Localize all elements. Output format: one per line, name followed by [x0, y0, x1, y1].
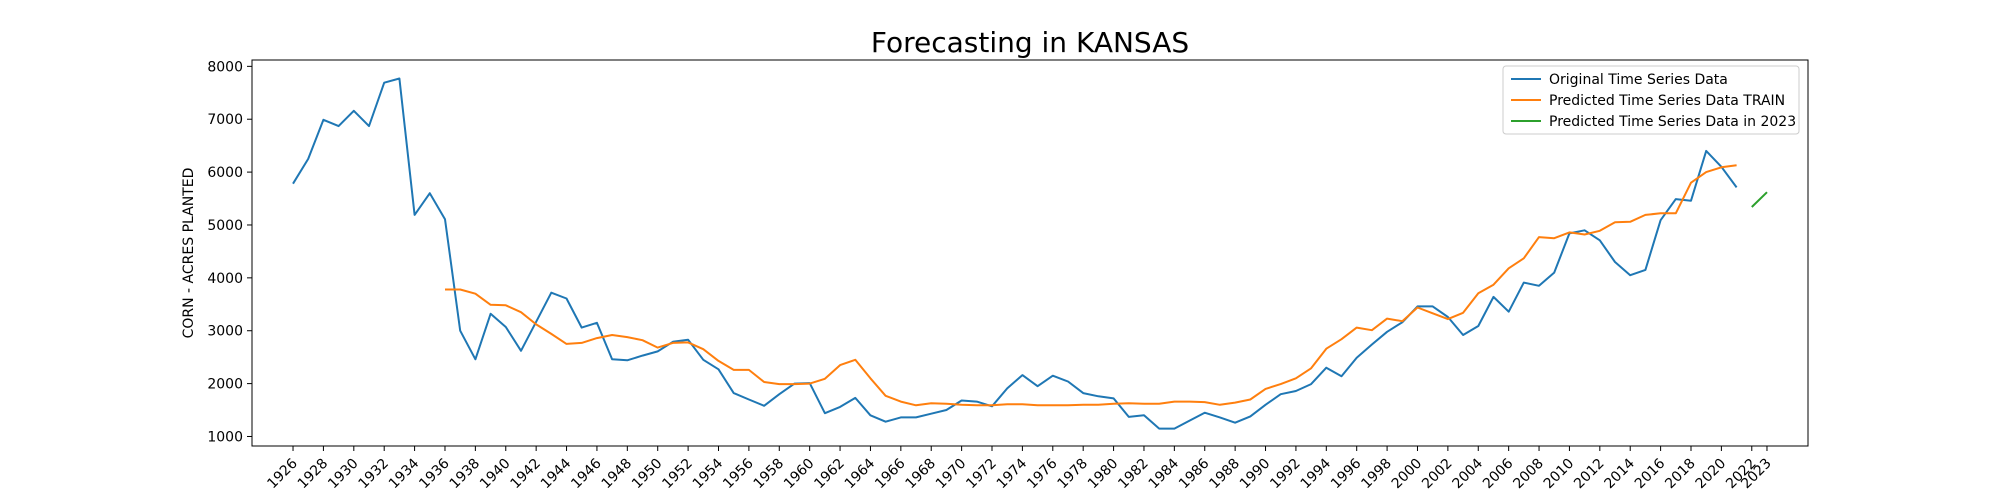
x-tick-label: 1998 [1358, 456, 1395, 493]
x-tick-label: 2016 [1632, 455, 1669, 492]
x-tick-label: 1996 [1328, 455, 1365, 492]
x-tick-label: 1986 [1176, 455, 1213, 492]
legend: Original Time Series Data Predicted Time … [1502, 65, 1800, 135]
y-tick-label: 6000 [207, 165, 243, 181]
x-tick-label: 1972 [963, 456, 1000, 493]
x-tick-label: 1962 [811, 456, 848, 493]
plot-area [251, 59, 1809, 447]
x-tick-label: 1988 [1206, 456, 1243, 493]
x-tick-label: 2020 [1693, 456, 1730, 493]
x-axis: 1926192819301932193419361938194019421944… [264, 446, 1775, 493]
x-tick-label: 1930 [325, 456, 362, 493]
x-tick-label: 1956 [720, 455, 757, 492]
x-tick-label: 1966 [872, 455, 909, 492]
legend-entry: Original Time Series Data [1549, 72, 1728, 88]
x-tick-label: 1974 [994, 455, 1031, 492]
legend-entry: Predicted Time Series Data in 2023 [1549, 114, 1796, 130]
x-tick-label: 1928 [295, 456, 332, 493]
x-tick-label: 1958 [751, 456, 788, 493]
x-tick-label: 1964 [842, 455, 879, 492]
x-tick-label: 2018 [1662, 456, 1699, 493]
x-tick-label: 2008 [1510, 456, 1547, 493]
x-tick-label: 1984 [1146, 455, 1183, 492]
y-tick-label: 8000 [207, 59, 243, 75]
x-tick-label: 1926 [264, 455, 301, 492]
x-tick-label: 1938 [447, 456, 484, 493]
series-line-2 [1751, 191, 1768, 208]
x-tick-label: 1936 [416, 455, 453, 492]
x-tick-label: 1942 [507, 456, 544, 493]
x-tick-label: 1992 [1267, 456, 1304, 493]
y-tick-label: 5000 [207, 218, 243, 234]
y-tick-label: 3000 [207, 324, 243, 340]
x-tick-label: 2010 [1541, 456, 1578, 493]
x-tick-label: 1948 [599, 456, 636, 493]
x-tick-label: 1990 [1237, 456, 1274, 493]
x-tick-label: 1976 [1024, 455, 1061, 492]
x-tick-label: 1978 [1054, 456, 1091, 493]
x-tick-label: 2014 [1602, 455, 1639, 492]
x-tick-label: 1980 [1085, 456, 1122, 493]
x-tick-label: 1968 [903, 456, 940, 493]
legend-box [1502, 65, 1800, 135]
x-tick-label: 1944 [538, 455, 575, 492]
x-tick-label: 1960 [781, 456, 818, 493]
x-tick-label: 1952 [659, 456, 696, 493]
y-tick-label: 7000 [207, 112, 243, 128]
x-tick-label: 1970 [933, 456, 970, 493]
series-layer [292, 77, 1768, 430]
x-tick-label: 1954 [690, 455, 727, 492]
y-tick-label: 4000 [207, 271, 243, 287]
x-tick-label: 1932 [356, 456, 393, 493]
series-line-1 [445, 164, 1737, 407]
legend-entry: Predicted Time Series Data TRAIN [1549, 93, 1785, 109]
x-tick-label: 1994 [1298, 455, 1335, 492]
x-tick-label: 2004 [1450, 455, 1487, 492]
x-tick-label: 1946 [568, 455, 605, 492]
x-tick-label: 1950 [629, 456, 666, 493]
chart-title: Forecasting in KANSAS [871, 26, 1189, 59]
x-tick-label: 1934 [386, 455, 423, 492]
x-tick-label: 2006 [1480, 455, 1517, 492]
series-line-0 [292, 77, 1738, 430]
x-tick-label: 1982 [1115, 456, 1152, 493]
x-tick-label: 2000 [1389, 456, 1426, 493]
y-axis: 1000 2000 3000 4000 5000 6000 7000 8000 [207, 59, 252, 445]
x-tick-label: 1940 [477, 456, 514, 493]
x-tick-label: 2002 [1419, 456, 1456, 493]
y-axis-label: CORN - ACRES PLANTED [181, 168, 197, 339]
x-tick-label: 2012 [1571, 456, 1608, 493]
y-tick-label: 1000 [207, 429, 243, 445]
y-tick-label: 2000 [207, 377, 243, 393]
